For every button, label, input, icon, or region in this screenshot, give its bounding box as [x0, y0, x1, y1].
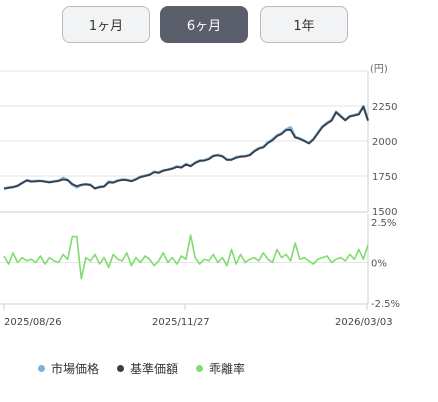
price-tick-label: 1500: [372, 207, 397, 218]
period-tabs: 1ヶ月 6ヶ月 1年: [0, 6, 438, 44]
deviation-axis-labels: 2.5% 0% -2.5%: [371, 218, 400, 310]
price-tick-label: 2000: [372, 137, 397, 148]
price-tick-label: 1750: [372, 172, 397, 183]
nav-line: [3, 105, 369, 190]
legend-label-nav: 基準価額: [130, 361, 179, 376]
legend-item-market-price[interactable]: 市場価格: [38, 360, 99, 377]
price-axis-labels: 2250 2000 1750 1500: [372, 102, 397, 218]
deviation-tick-label: -2.5%: [371, 299, 400, 310]
chart-legend: 市場価格 基準価額 乖離率: [38, 360, 263, 376]
deviation-line: [3, 234, 369, 280]
legend-dot-nav: [117, 364, 125, 372]
price-tick-label: 2250: [372, 102, 397, 113]
legend-label-market-price: 市場価格: [51, 361, 100, 376]
series-lines: [3, 105, 370, 280]
price-gridlines: [0, 70, 369, 213]
date-tick-label: 2025/11/27: [152, 317, 210, 328]
price-unit-label: (円): [370, 64, 388, 75]
legend-item-deviation[interactable]: 乖離率: [196, 360, 245, 377]
tab-6-months[interactable]: 6ヶ月: [160, 6, 248, 43]
date-axis-labels: 2025/08/26 2025/11/27 2026/03/03: [3, 304, 393, 328]
deviation-gridlines: [0, 214, 369, 305]
legend-label-deviation: 乖離率: [209, 361, 246, 376]
legend-item-nav[interactable]: 基準価額: [117, 360, 178, 377]
legend-dot-deviation: [196, 364, 204, 372]
legend-dot-market-price: [38, 364, 45, 372]
date-tick-label: 2026/03/03: [335, 317, 393, 328]
deviation-tick-label: 0%: [371, 259, 387, 270]
tab-1-year[interactable]: 1年: [260, 6, 348, 43]
date-tick-label: 2025/08/26: [4, 317, 62, 328]
deviation-tick-label: 2.5%: [371, 218, 396, 229]
tab-1-month[interactable]: 1ヶ月: [62, 6, 150, 43]
